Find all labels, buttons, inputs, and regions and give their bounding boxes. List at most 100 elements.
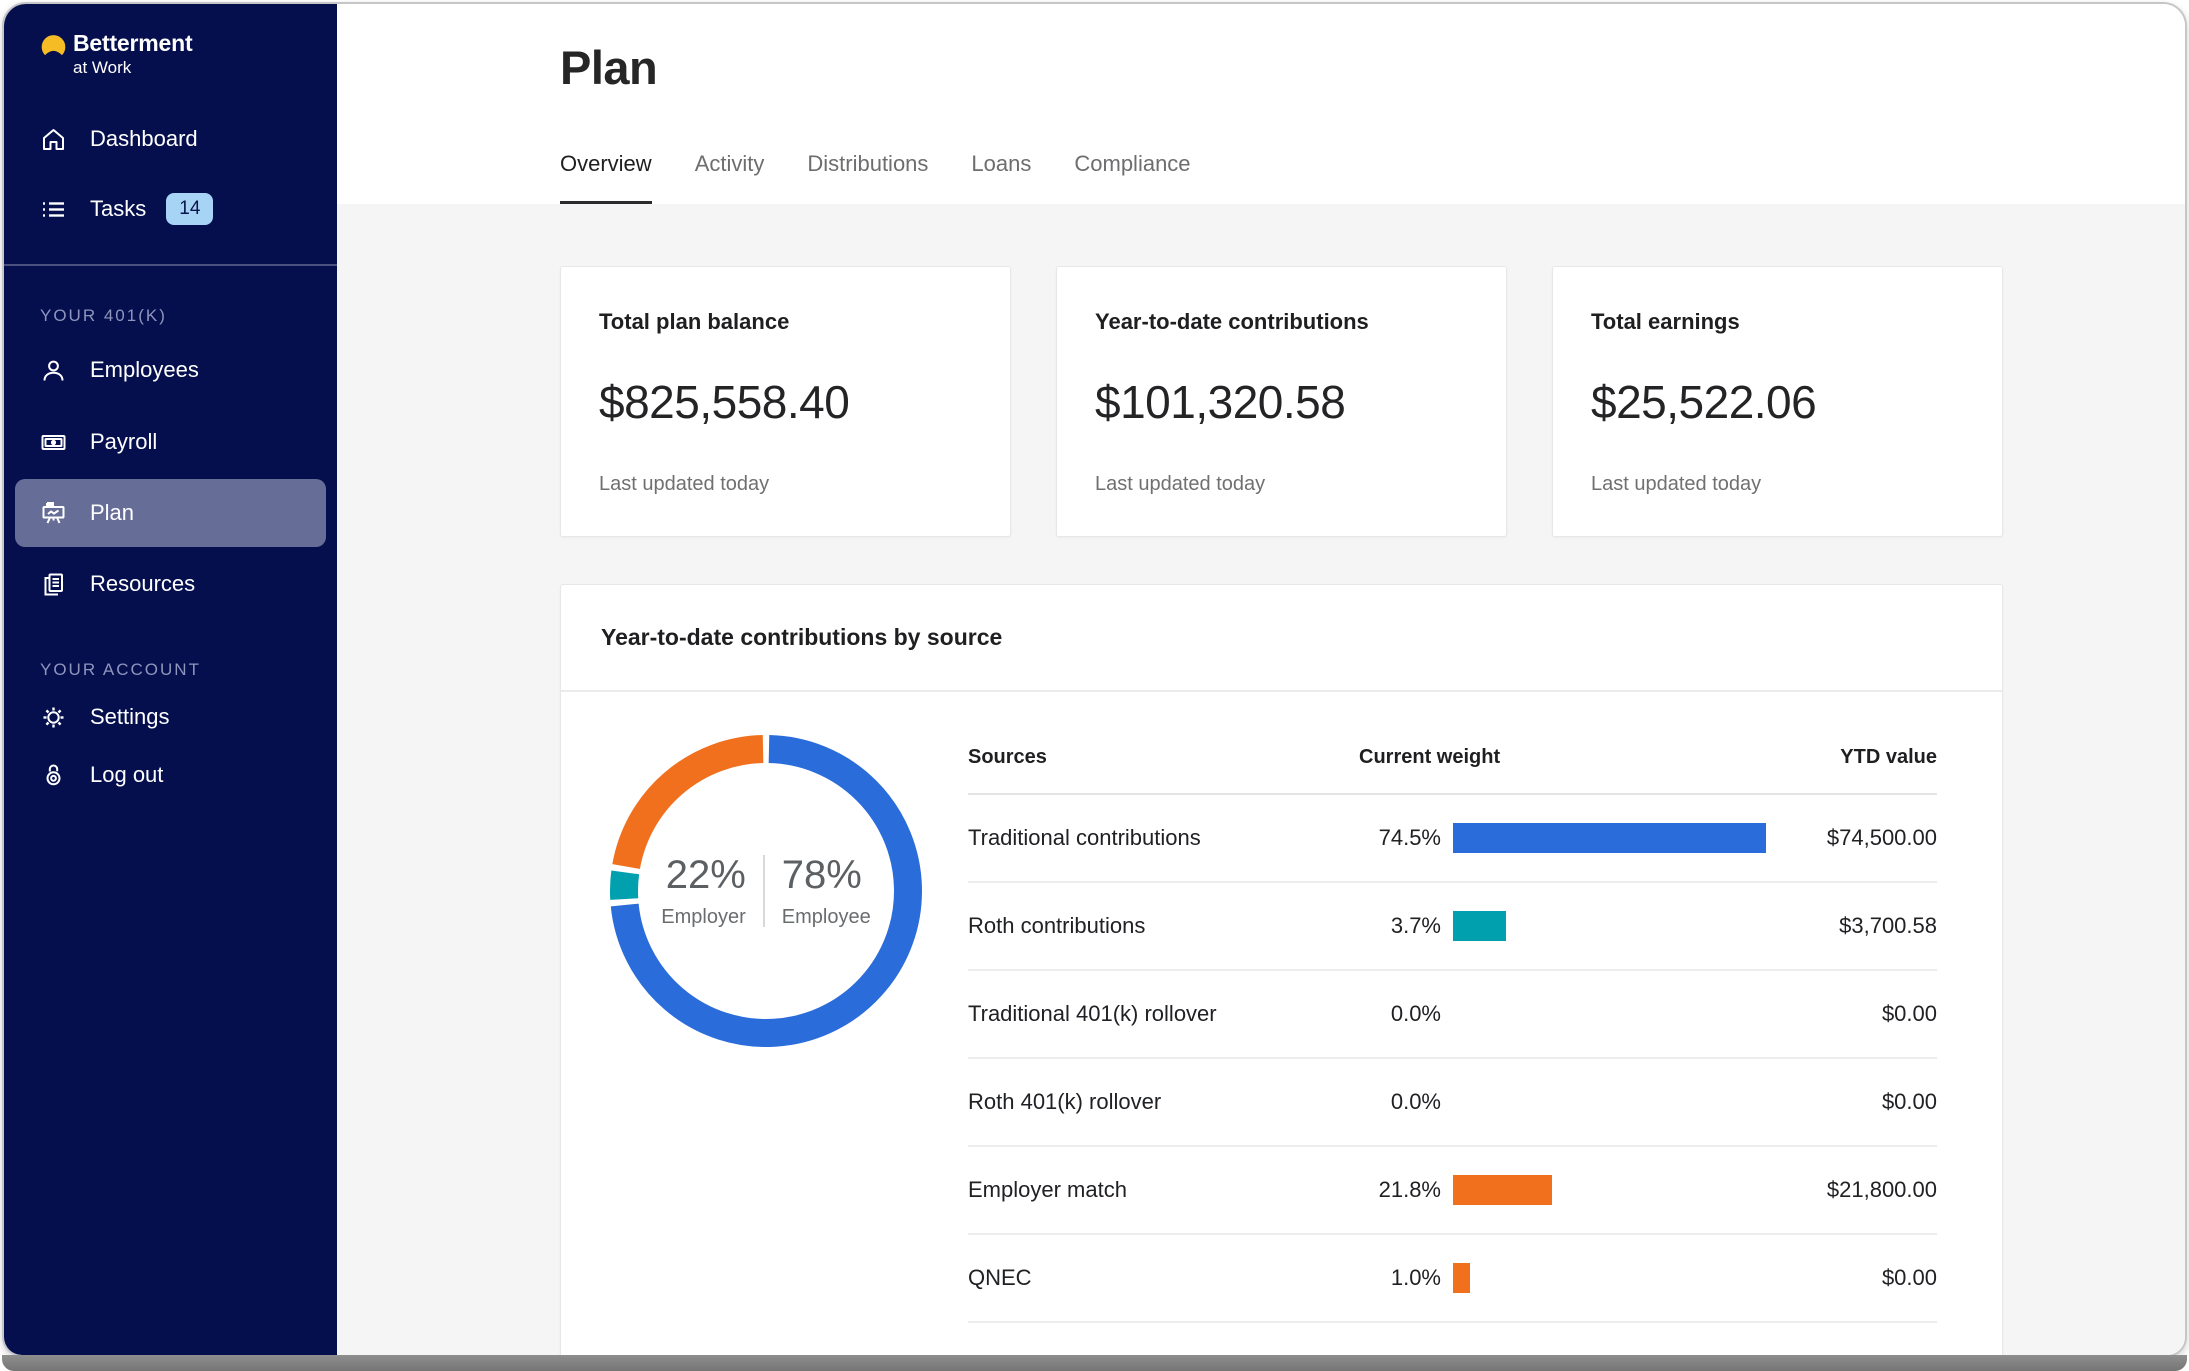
sidebar-item-dashboard[interactable]: Dashboard — [4, 104, 337, 174]
gear-icon — [43, 707, 64, 727]
tab-activity[interactable]: Activity — [694, 151, 765, 176]
sidebar-item-plan[interactable]: Plan — [15, 479, 326, 547]
source-name: Employer match — [968, 1177, 1127, 1202]
tab-loans[interactable]: Loans — [971, 151, 1032, 176]
tasks-count-badge: 14 — [166, 193, 214, 225]
contributions-donut-chart: 22% Employer 78% Employee — [601, 726, 931, 1056]
donut-center-labels: 22% Employer 78% Employee — [601, 726, 931, 1056]
sidebar-item-label: Resources — [90, 571, 196, 596]
stat-title: Total earnings — [1591, 309, 1740, 334]
weight-bar — [1453, 823, 1766, 853]
stat-title: Year-to-date contributions — [1095, 309, 1369, 334]
source-name: QNEC — [968, 1265, 1032, 1290]
sidebar-item-tasks[interactable]: Tasks 14 — [4, 174, 337, 244]
weight-bar — [1453, 911, 1506, 941]
window-bottom-edge — [2, 1355, 2187, 1371]
source-name: Roth contributions — [968, 913, 1146, 938]
tab-distributions[interactable]: Distributions — [807, 151, 929, 176]
document-icon — [44, 573, 63, 595]
sidebar-item-payroll[interactable]: Payroll — [4, 406, 337, 478]
task-list-icon — [43, 201, 64, 217]
brand-logo[interactable]: Betterment at Work — [4, 4, 337, 76]
page-header: Plan Overview Activity Distributions Loa… — [337, 4, 2185, 204]
tab-bar: Overview Activity Distributions Loans Co… — [560, 151, 1191, 204]
sidebar-item-employees[interactable]: Employees — [4, 334, 337, 406]
tab-compliance[interactable]: Compliance — [1074, 151, 1191, 176]
presentation-icon — [42, 501, 65, 523]
weight-percent: 0.0% — [1390, 1001, 1441, 1026]
section-heading: YOUR ACCOUNT — [40, 660, 201, 679]
weight-bar — [1453, 1175, 1552, 1205]
tab-overview[interactable]: Overview — [560, 151, 652, 204]
stat-value: $25,522.06 — [1591, 376, 1817, 428]
sidebar-item-label: Dashboard — [90, 126, 198, 151]
table-row: QNEC 1.0% $0.00 — [968, 1235, 1937, 1323]
sidebar: Betterment at Work Dashboard Tasks — [4, 4, 337, 1355]
card-header: Year-to-date contributions by source — [561, 585, 2002, 692]
source-name: Traditional contributions — [968, 825, 1201, 850]
table-row: Roth 401(k) rollover 0.0% $0.00 — [968, 1059, 1937, 1147]
sidebar-item-label: Employees — [90, 357, 199, 382]
employee-label: Employee — [781, 906, 871, 928]
ytd-value: $0.00 — [1881, 1089, 1937, 1114]
ytd-value: $21,800.00 — [1826, 1177, 1937, 1202]
ytd-value: $0.00 — [1881, 1265, 1937, 1290]
contributions-by-source-card: Year-to-date contributions by source 22%… — [560, 584, 2003, 1355]
sidebar-item-label: Tasks — [90, 196, 147, 221]
sidebar-section-account: YOUR ACCOUNT Settings — [4, 658, 337, 804]
weight-percent: 21.8% — [1378, 1177, 1441, 1202]
stat-value: $825,558.40 — [599, 376, 850, 428]
column-header-current-weight: Current weight — [1359, 746, 1501, 768]
column-header-ytd-value: YTD value — [1840, 746, 1937, 768]
employer-label: Employer — [661, 906, 746, 928]
home-icon — [43, 128, 64, 150]
weight-percent: 3.7% — [1390, 913, 1441, 938]
weight-percent: 0.0% — [1359, 1354, 1441, 1355]
sidebar-item-label: Settings — [90, 704, 170, 729]
ytd-value: $3,700.58 — [1839, 913, 1937, 938]
stat-card-total-earnings: Total earnings $25,522.06 Last updated t… — [1552, 266, 2003, 537]
primary-nav: Dashboard Tasks 14 — [4, 104, 337, 244]
brand-name: Betterment — [73, 30, 193, 56]
stat-card-total-plan-balance: Total plan balance $825,558.40 Last upda… — [560, 266, 1011, 537]
weight-percent: 0.0% — [1390, 1089, 1441, 1114]
ytd-value: $0.00 — [1757, 1354, 1937, 1355]
stat-title: Total plan balance — [599, 309, 790, 334]
source-name: Traditional 401(k) rollover — [968, 1001, 1217, 1026]
sidebar-divider — [4, 264, 337, 266]
content-area: Total plan balance $825,558.40 Last upda… — [337, 204, 2003, 1355]
card-title: Year-to-date contributions by source — [601, 624, 1003, 650]
banknote-icon — [41, 434, 66, 450]
source-name: QMAC — [968, 1354, 1359, 1355]
table-header-row: Sources Current weight YTD value — [968, 692, 1937, 795]
source-name: Roth 401(k) rollover — [968, 1089, 1162, 1114]
betterment-crescent-icon — [40, 35, 67, 61]
lock-icon — [46, 764, 61, 785]
main-content: Plan Overview Activity Distributions Loa… — [337, 4, 2185, 1355]
stat-card-row: Total plan balance $825,558.40 Last upda… — [560, 266, 2003, 537]
sidebar-item-resources[interactable]: Resources — [4, 548, 337, 620]
table-row: Traditional 401(k) rollover 0.0% $0.00 — [968, 971, 1937, 1059]
sidebar-item-settings[interactable]: Settings — [4, 688, 337, 746]
stat-card-ytd-contributions: Year-to-date contributions $101,320.58 L… — [1056, 266, 1507, 537]
employee-percent: 78% — [781, 853, 862, 897]
section-heading: YOUR 401(K) — [40, 306, 167, 325]
table-row: QMAC 0.0% $0.00 — [968, 1323, 1937, 1355]
sidebar-item-logout[interactable]: Log out — [4, 746, 337, 804]
weight-percent: 74.5% — [1378, 825, 1441, 850]
table-row: Traditional contributions 74.5% $74,500.… — [968, 795, 1937, 883]
donut-rings — [610, 735, 922, 1047]
page-title: Plan — [560, 41, 658, 94]
weight-bar — [1453, 1263, 1470, 1293]
stat-updated: Last updated today — [1591, 473, 1762, 495]
sidebar-item-label: Log out — [90, 762, 164, 787]
sidebar-item-label: Payroll — [90, 429, 158, 454]
brand-subtitle: at Work — [73, 58, 132, 77]
employer-percent: 22% — [665, 853, 746, 897]
ytd-value: $74,500.00 — [1826, 825, 1937, 850]
weight-percent: 1.0% — [1390, 1265, 1441, 1290]
ytd-value: $0.00 — [1881, 1001, 1937, 1026]
table-row: Roth contributions 3.7% $3,700.58 — [968, 883, 1937, 971]
